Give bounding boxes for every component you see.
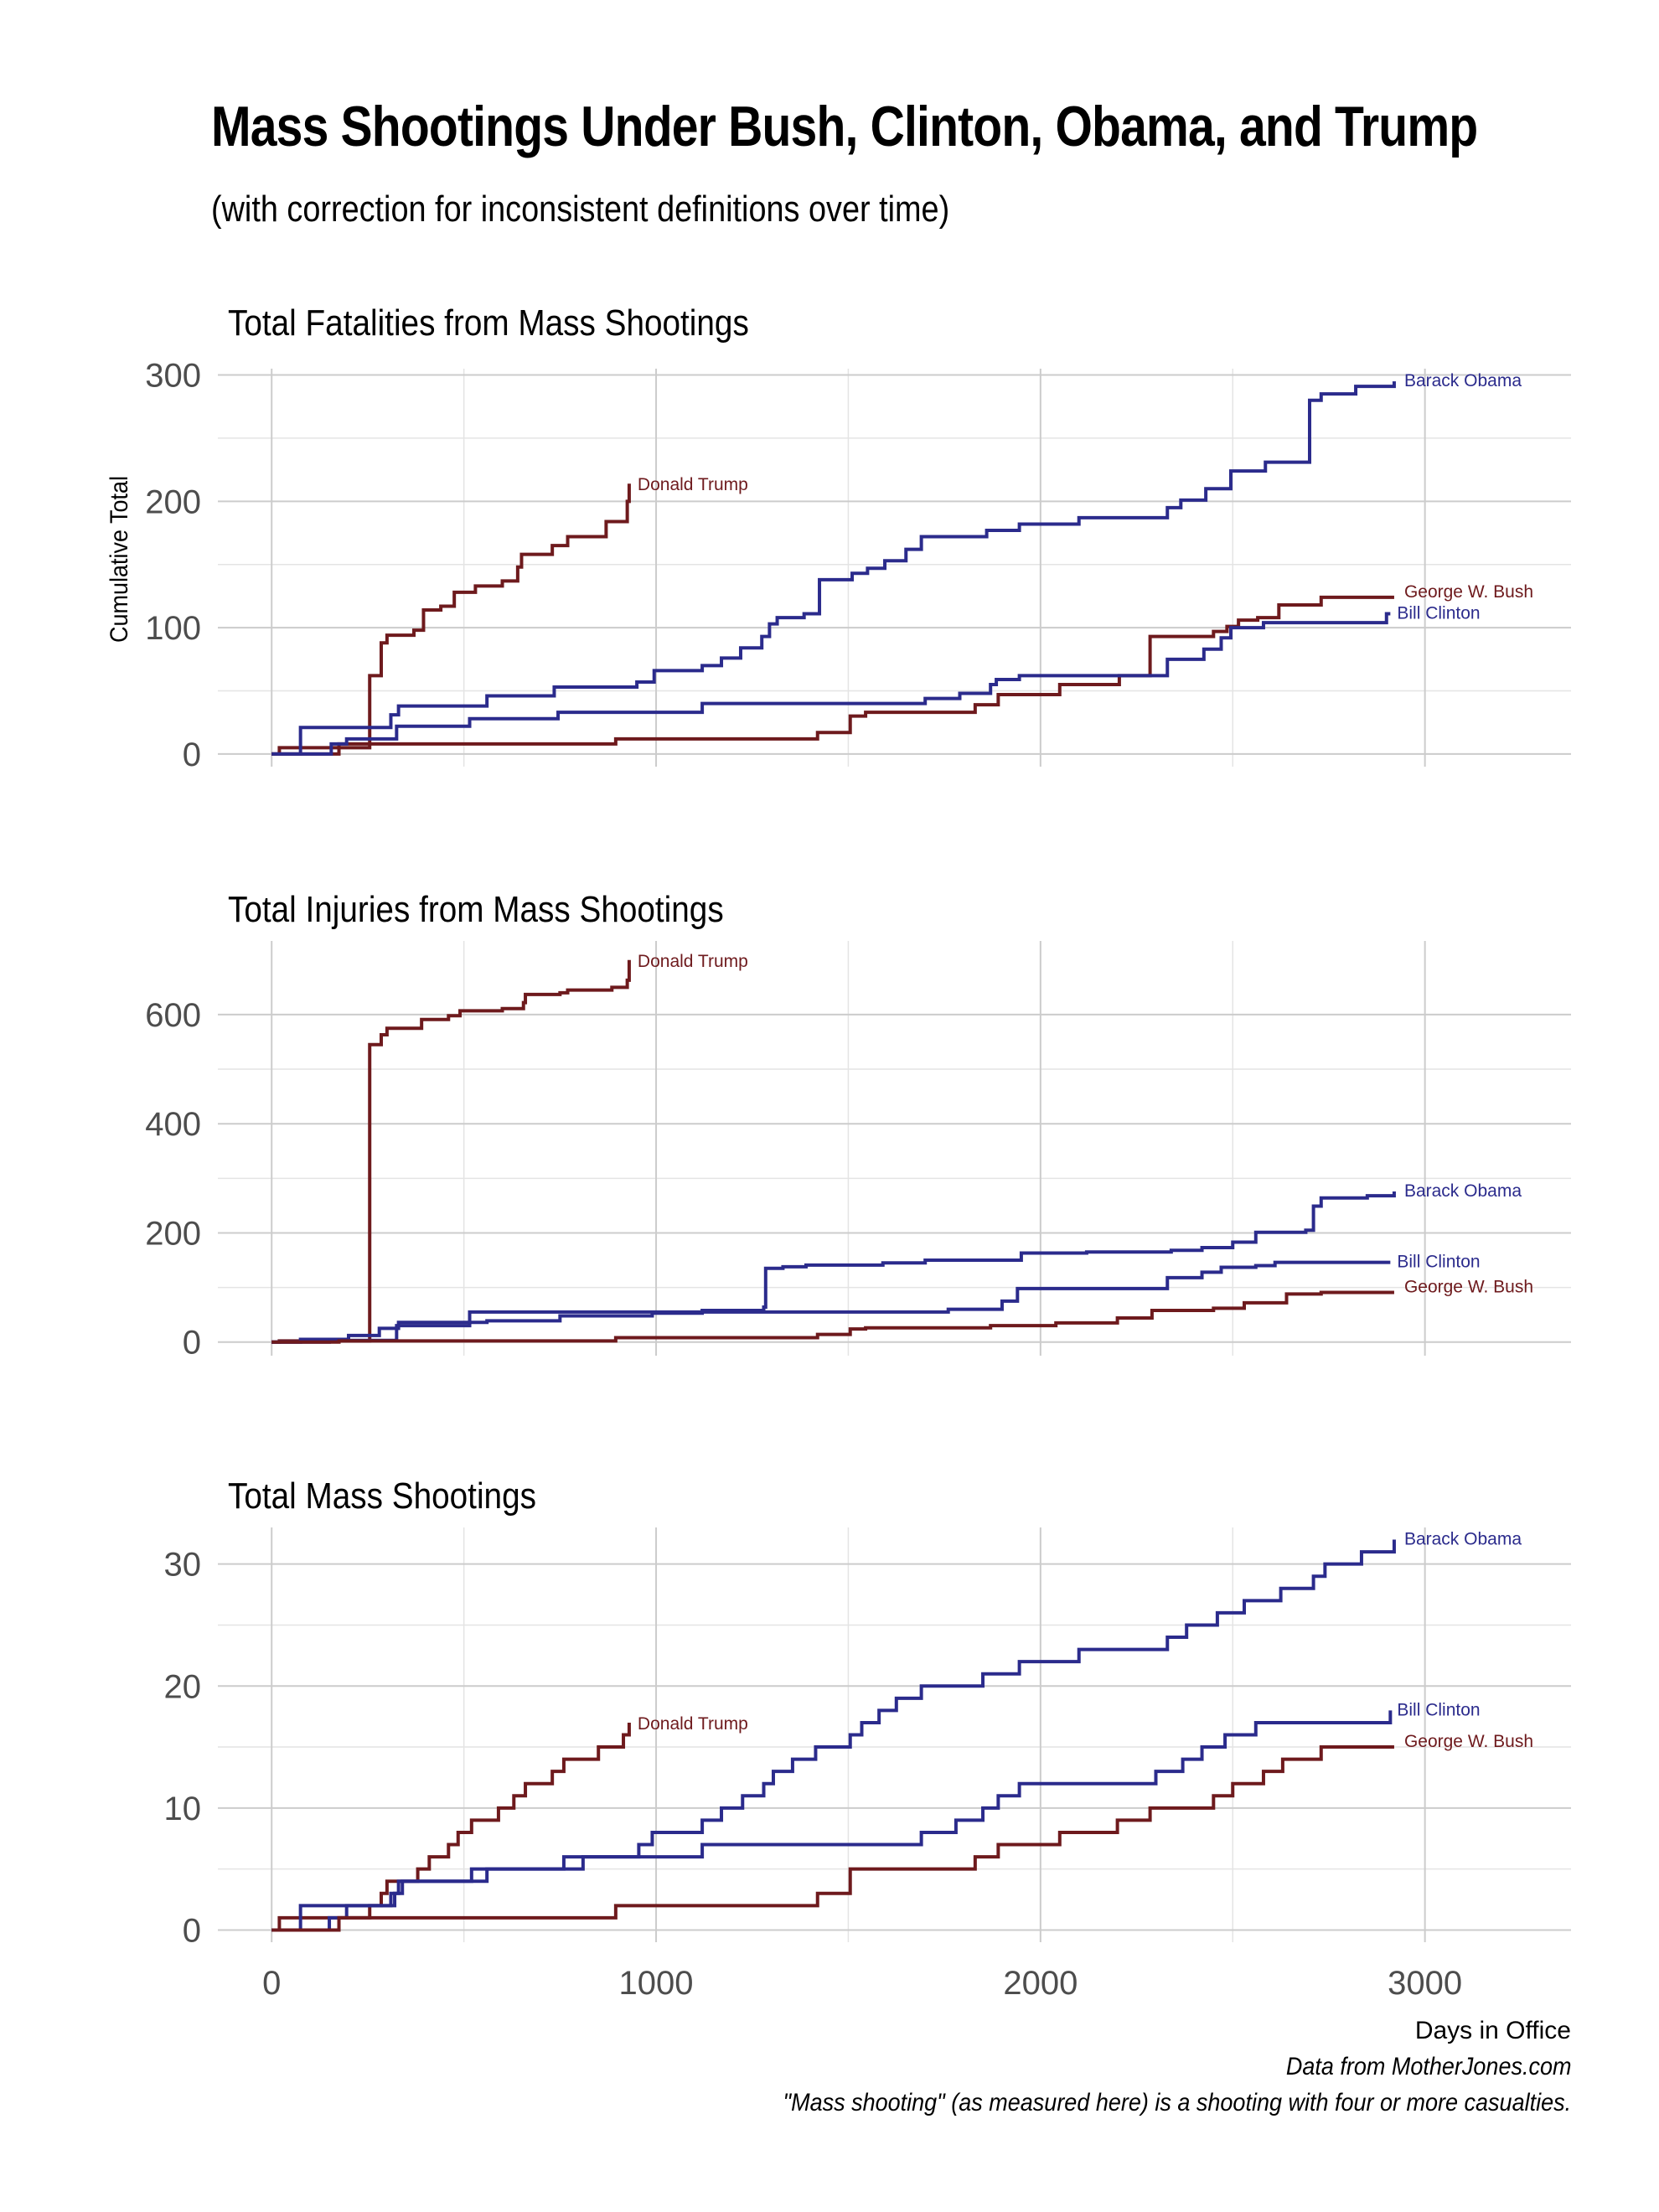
y-tick-label: 30	[164, 1547, 202, 1584]
series-label-bill-clinton: Bill Clinton	[1397, 1700, 1480, 1719]
x-axis-label: Days in Office	[1415, 2017, 1571, 2044]
series-line-donald-trump	[271, 959, 631, 1344]
page-subtitle: (with correction for inconsistent defini…	[211, 189, 950, 230]
page-title: Mass Shootings Under Bush, Clinton, Obam…	[211, 95, 1478, 158]
panel-title: Total Fatalities from Mass Shootings	[228, 302, 749, 344]
source-caption: Data from MotherJones.com	[1285, 2053, 1571, 2080]
y-tick-label: 300	[145, 358, 201, 395]
definition-caption: "Mass shooting" (as measured here) is a …	[783, 2089, 1571, 2116]
series-line-bill-clinton	[271, 1710, 1393, 1932]
y-tick-label: 0	[183, 736, 201, 773]
series-line-bill-clinton	[271, 1260, 1391, 1344]
y-tick-label: 10	[164, 1791, 202, 1827]
series-line-bill-clinton	[271, 612, 1391, 756]
y-tick-label: 200	[145, 1215, 201, 1252]
y-axis-label: Cumulative Total	[106, 476, 134, 643]
series-line-george-w-bush	[271, 1290, 1394, 1344]
x-tick-label: 0	[262, 1965, 281, 2002]
series-line-barack-obama	[271, 1191, 1396, 1344]
series-label-donald-trump: Donald Trump	[638, 952, 748, 971]
series-line-donald-trump	[271, 1722, 631, 1932]
series-label-barack-obama: Barack Obama	[1404, 371, 1522, 390]
series-label-barack-obama: Barack Obama	[1404, 1181, 1522, 1201]
y-tick-label: 200	[145, 483, 201, 520]
series-line-george-w-bush	[271, 1745, 1394, 1932]
x-tick-label: 3000	[1388, 1965, 1462, 2002]
series-line-donald-trump	[271, 483, 631, 756]
y-tick-label: 20	[164, 1668, 202, 1705]
series-label-george-w-bush: George W. Bush	[1404, 1732, 1533, 1751]
x-tick-label: 1000	[619, 1965, 694, 2002]
series-label-bill-clinton: Bill Clinton	[1397, 1253, 1480, 1272]
series-label-george-w-bush: George W. Bush	[1404, 1277, 1533, 1296]
series-label-george-w-bush: George W. Bush	[1404, 582, 1533, 602]
panel-title: Total Injuries from Mass Shootings	[228, 888, 724, 930]
panel-title: Total Mass Shootings	[228, 1475, 536, 1517]
y-tick-label: 0	[183, 1325, 201, 1362]
series-line-barack-obama	[271, 381, 1396, 756]
y-tick-label: 400	[145, 1106, 201, 1143]
y-tick-label: 0	[183, 1912, 201, 1949]
x-tick-label: 2000	[1003, 1965, 1078, 2002]
series-line-george-w-bush	[271, 595, 1394, 756]
series-label-donald-trump: Donald Trump	[638, 475, 748, 494]
y-tick-label: 100	[145, 610, 201, 647]
series-label-barack-obama: Barack Obama	[1404, 1530, 1522, 1549]
series-label-bill-clinton: Bill Clinton	[1397, 604, 1480, 623]
y-tick-label: 600	[145, 997, 201, 1034]
series-label-donald-trump: Donald Trump	[638, 1714, 748, 1734]
